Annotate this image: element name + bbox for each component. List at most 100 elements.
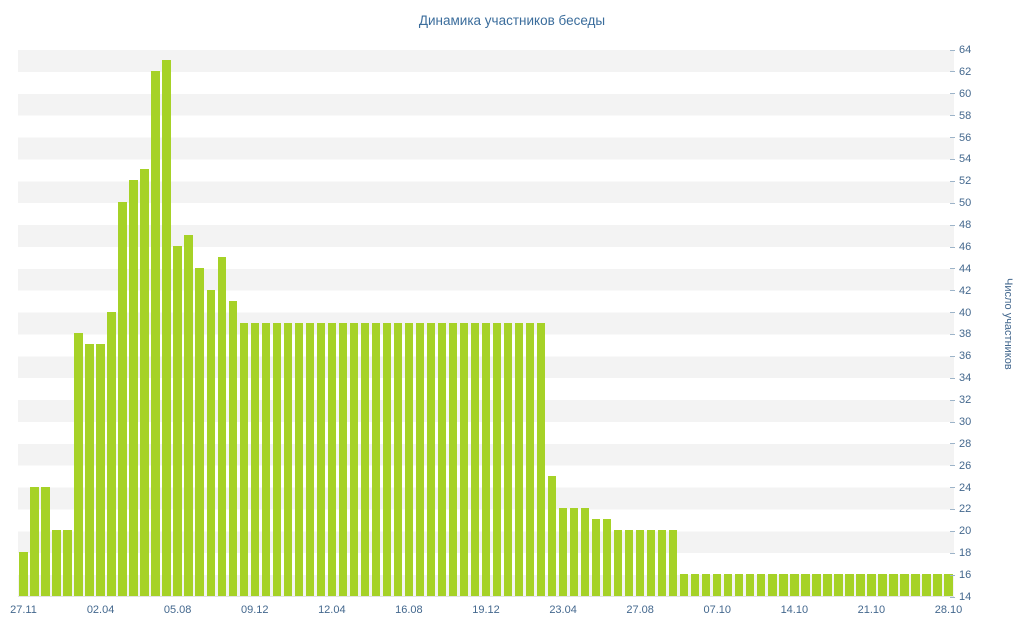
bar — [404, 322, 414, 596]
bar — [437, 322, 447, 596]
chart-title: Динамика участников беседы — [418, 13, 606, 28]
bar — [922, 574, 931, 596]
y-tick-mark — [950, 290, 955, 292]
bar — [470, 322, 480, 596]
y-tick-mark — [950, 71, 955, 73]
bar — [889, 574, 898, 596]
bar — [184, 234, 193, 596]
bar — [547, 475, 557, 596]
y-tick-mark — [950, 268, 955, 270]
bar — [261, 322, 270, 596]
bar — [195, 267, 204, 596]
bar — [779, 574, 788, 596]
y-tick-mark — [950, 137, 955, 139]
bar — [514, 322, 524, 596]
y-tick-mark — [950, 574, 955, 576]
y-tick-mark — [950, 312, 955, 314]
y-tick-mark — [950, 487, 955, 489]
y-tick-mark — [950, 334, 955, 336]
bar — [217, 256, 226, 596]
bar — [801, 574, 810, 596]
x-tick-label: 27.08 — [626, 604, 654, 616]
bar — [646, 530, 656, 596]
y-axis-title: Число участников — [1002, 277, 1014, 370]
plot-area — [18, 50, 954, 597]
y-tick-label: 24 — [950, 482, 971, 494]
y-tick-label: 60 — [950, 88, 971, 100]
y-tick-label: 64 — [950, 44, 971, 56]
y-tick-label: 44 — [950, 263, 971, 275]
bar — [834, 574, 843, 596]
bar — [107, 311, 116, 596]
y-tick-label: 54 — [950, 153, 971, 165]
bar — [338, 322, 348, 596]
bar — [393, 322, 403, 596]
y-tick-mark — [950, 377, 955, 379]
y-tick-mark — [950, 49, 955, 51]
y-tick-label: 30 — [950, 416, 971, 428]
y-tick-label: 16 — [950, 569, 971, 581]
bar — [415, 322, 425, 596]
y-tick-mark — [950, 530, 955, 532]
bar — [867, 574, 876, 596]
y-tick-mark — [950, 552, 955, 554]
bar — [349, 322, 359, 596]
bar — [944, 574, 953, 596]
bar — [856, 574, 865, 596]
bar — [239, 322, 248, 596]
bar — [481, 322, 491, 596]
bar — [735, 574, 744, 596]
bar — [624, 530, 634, 596]
y-tick-label: 46 — [950, 241, 971, 253]
bar — [525, 322, 535, 596]
bar — [668, 530, 678, 596]
y-tick-label: 38 — [950, 328, 971, 340]
x-tick-label: 09.12 — [240, 604, 269, 616]
bar — [702, 574, 711, 596]
x-tick-label: 07.10 — [703, 604, 732, 616]
y-tick-label: 32 — [950, 394, 971, 406]
x-tick-label: 21.10 — [857, 604, 886, 616]
y-tick-mark — [950, 355, 955, 357]
x-tick-label: 12.04 — [318, 604, 346, 616]
x-tick-label: 05.08 — [163, 604, 192, 616]
bar — [305, 322, 315, 596]
x-tick-label: 14.10 — [780, 604, 809, 616]
bar — [657, 530, 667, 596]
bar — [426, 322, 436, 596]
bar — [272, 322, 281, 596]
y-tick-label: 36 — [950, 350, 971, 362]
y-tick-mark — [950, 596, 955, 598]
bar — [327, 322, 337, 596]
y-tick-label: 34 — [950, 372, 971, 384]
bar — [602, 519, 612, 596]
y-tick-mark — [950, 399, 955, 401]
bar — [206, 289, 215, 596]
bar — [911, 574, 920, 596]
y-tick-mark — [950, 93, 955, 95]
y-tick-label: 52 — [950, 175, 971, 187]
bar — [228, 300, 237, 596]
bar — [900, 574, 909, 596]
y-tick-mark — [950, 246, 955, 248]
bar — [459, 322, 469, 596]
y-tick-label: 58 — [950, 110, 971, 122]
bar — [768, 574, 777, 596]
bar — [691, 574, 700, 596]
bar — [118, 202, 127, 596]
y-tick-mark — [950, 224, 955, 226]
bar — [151, 70, 160, 596]
y-tick-label: 48 — [950, 219, 971, 231]
bar — [129, 180, 138, 596]
bar — [41, 486, 50, 596]
y-tick-label: 28 — [950, 438, 971, 450]
bar — [680, 574, 689, 596]
bar — [790, 574, 799, 596]
bar — [536, 322, 546, 596]
y-tick-label: 18 — [950, 547, 971, 559]
bar — [823, 574, 832, 596]
y-tick-mark — [950, 115, 955, 117]
bar — [316, 322, 326, 596]
y-tick-label: 20 — [950, 525, 971, 537]
y-tick-label: 22 — [950, 503, 971, 515]
